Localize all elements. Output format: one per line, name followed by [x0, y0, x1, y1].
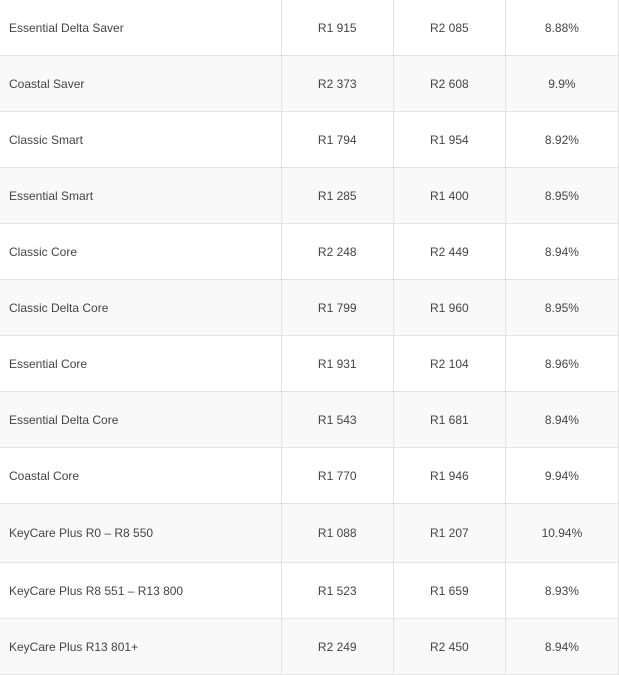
plan-name-cell: KeyCare Plus R13 801+ [0, 618, 282, 675]
table-row: Essential Smart R1 285 R1 400 8.95% [0, 167, 619, 224]
plan-name-cell: Essential Delta Core [0, 391, 282, 448]
price-cell: R1 915 [280, 0, 394, 56]
table-row: Coastal Saver R2 373 R2 608 9.9% [0, 55, 619, 112]
percent-cell: 8.95% [504, 279, 619, 336]
percent-cell: 8.93% [504, 562, 619, 619]
table-row: KeyCare Plus R13 801+ R2 249 R2 450 8.94… [0, 618, 619, 675]
price-cell: R1 543 [280, 391, 394, 448]
price-cell: R1 799 [280, 279, 394, 336]
plan-name-cell: Coastal Saver [0, 55, 282, 112]
table-row: Classic Core R2 248 R2 449 8.94% [0, 223, 619, 280]
plan-name-cell: Essential Delta Saver [0, 0, 282, 56]
price-cell: R2 249 [280, 618, 394, 675]
table-row: Classic Delta Core R1 799 R1 960 8.95% [0, 279, 619, 336]
price-cell: R2 248 [280, 223, 394, 280]
table-row: Essential Core R1 931 R2 104 8.96% [0, 335, 619, 392]
table-row: KeyCare Plus R0 – R8 550 R1 088 R1 207 1… [0, 503, 619, 563]
price-cell: R1 207 [392, 503, 506, 563]
plan-name-cell: KeyCare Plus R8 551 – R13 800 [0, 562, 282, 619]
table-row: Coastal Core R1 770 R1 946 9.94% [0, 447, 619, 504]
plan-name-cell: Classic Delta Core [0, 279, 282, 336]
price-cell: R2 085 [392, 0, 506, 56]
percent-cell: 9.9% [504, 55, 619, 112]
percent-cell: 8.94% [504, 391, 619, 448]
price-cell: R1 946 [392, 447, 506, 504]
price-cell: R1 088 [280, 503, 394, 563]
table-row: Classic Smart R1 794 R1 954 8.92% [0, 111, 619, 168]
price-cell: R2 449 [392, 223, 506, 280]
price-cell: R1 523 [280, 562, 394, 619]
percent-cell: 8.92% [504, 111, 619, 168]
table-row: Essential Delta Saver R1 915 R2 085 8.88… [0, 0, 619, 56]
price-cell: R1 954 [392, 111, 506, 168]
price-cell: R2 373 [280, 55, 394, 112]
plan-name-cell: Classic Smart [0, 111, 282, 168]
percent-cell: 10.94% [504, 503, 619, 563]
plan-name-cell: KeyCare Plus R0 – R8 550 [0, 503, 282, 563]
table-row: KeyCare Plus R8 551 – R13 800 R1 523 R1 … [0, 562, 619, 619]
price-cell: R2 104 [392, 335, 506, 392]
plan-name-cell: Coastal Core [0, 447, 282, 504]
plan-name-cell: Classic Core [0, 223, 282, 280]
price-cell: R2 608 [392, 55, 506, 112]
plan-name-cell: Essential Core [0, 335, 282, 392]
percent-cell: 8.88% [504, 0, 619, 56]
percent-cell: 8.96% [504, 335, 619, 392]
price-cell: R1 681 [392, 391, 506, 448]
percent-cell: 8.94% [504, 223, 619, 280]
plan-name-cell: Essential Smart [0, 167, 282, 224]
price-cell: R1 659 [392, 562, 506, 619]
price-cell: R2 450 [392, 618, 506, 675]
percent-cell: 8.95% [504, 167, 619, 224]
price-cell: R1 960 [392, 279, 506, 336]
table-row: Essential Delta Core R1 543 R1 681 8.94% [0, 391, 619, 448]
price-cell: R1 285 [280, 167, 394, 224]
price-cell: R1 770 [280, 447, 394, 504]
percent-cell: 9.94% [504, 447, 619, 504]
percent-cell: 8.94% [504, 618, 619, 675]
price-cell: R1 400 [392, 167, 506, 224]
price-cell: R1 794 [280, 111, 394, 168]
price-cell: R1 931 [280, 335, 394, 392]
